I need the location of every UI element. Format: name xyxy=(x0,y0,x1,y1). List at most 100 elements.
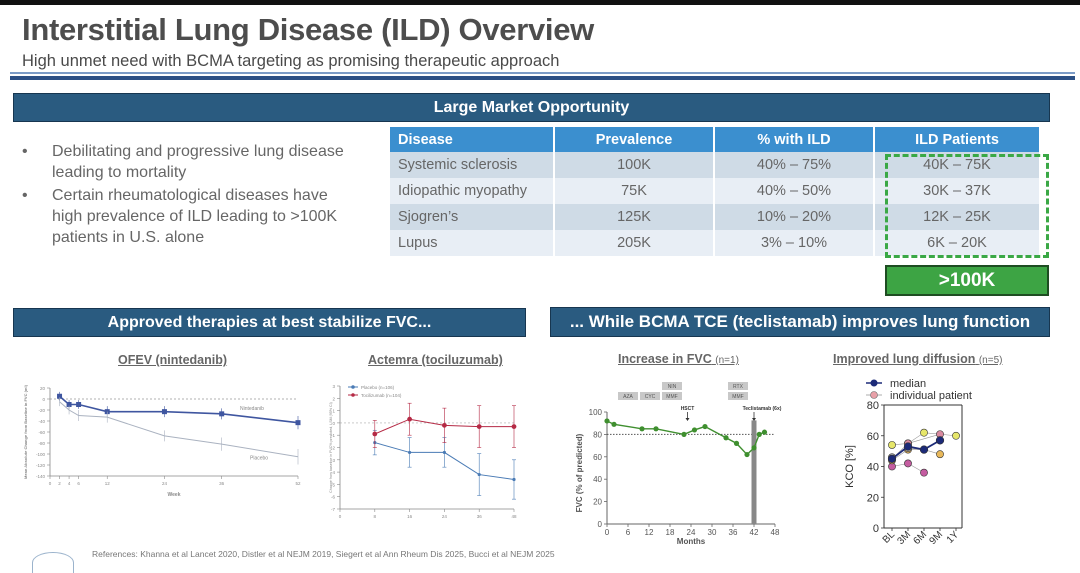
fvc-x-tick-label: 24 xyxy=(687,528,696,537)
actemra-x-tick-label: 48 xyxy=(511,514,517,519)
cell-ild-percent: 3% – 10% xyxy=(714,230,875,256)
fvc-y-tick-label: 100 xyxy=(589,408,603,417)
column-header-disease: Disease xyxy=(390,127,555,152)
cell-ild-percent: 10% – 20% xyxy=(714,204,875,230)
fvc-data-point xyxy=(723,435,729,441)
cell-prevalence: 100K xyxy=(554,152,715,178)
cell-prevalence: 125K xyxy=(554,204,715,230)
ofev-series-label: Placebo xyxy=(250,456,268,462)
fvc-x-tick-label: 30 xyxy=(708,528,717,537)
actemra-data-point xyxy=(511,424,517,429)
ild-patients-total: >100K xyxy=(885,265,1049,296)
fvc-annotation-label: Teclistamab (6x) xyxy=(743,406,782,412)
market-bullets: • Debilitating and progressive lung disea… xyxy=(20,141,360,250)
ofev-y-tick-label: 0 xyxy=(42,397,45,402)
actemra-data-point xyxy=(408,450,412,455)
cell-disease: Lupus xyxy=(390,230,555,256)
ofev-data-point xyxy=(76,402,82,407)
fvc-treatment-box xyxy=(618,392,638,400)
kco-legend-marker-median xyxy=(870,379,878,387)
actemra-data-point xyxy=(476,424,482,429)
actemra-x-tick-label: 24 xyxy=(442,514,448,519)
kco-chart-title-text: Improved lung diffusion xyxy=(833,352,976,366)
actemra-x-tick-label: 8 xyxy=(374,514,377,519)
actemra-data-point xyxy=(512,477,516,482)
fvc-teclistamab-bar xyxy=(751,420,757,524)
kco-median-point xyxy=(903,442,913,451)
actemra-y-tick-label: -2 xyxy=(331,446,335,451)
actemra-y-tick-label: -5 xyxy=(331,482,335,487)
actemra-y-tick-label: 2 xyxy=(332,396,335,401)
ofev-y-tick-label: -100 xyxy=(36,452,46,457)
actemra-y-tick-label: -6 xyxy=(331,495,335,500)
company-logo xyxy=(32,552,74,573)
fvc-data-point xyxy=(761,429,768,435)
fvc-treatment-label: NIN xyxy=(668,384,677,390)
actemra-data-point xyxy=(442,422,447,428)
actemra-data-point xyxy=(477,472,481,477)
ofev-x-tick-label: 36 xyxy=(219,481,225,486)
fvc-series-line xyxy=(606,420,765,456)
ofev-x-label: Week xyxy=(168,492,181,498)
actemra-data-point xyxy=(407,416,412,422)
ofev-data-point xyxy=(57,393,63,399)
kco-y-tick-label: 40 xyxy=(867,462,879,474)
actemra-data-point xyxy=(442,450,446,455)
fvc-treatment-box xyxy=(728,392,748,400)
title-divider-thick xyxy=(10,76,1075,80)
kco-x-tick-label: 1Y xyxy=(945,529,962,546)
bullet-item: • Certain rheumatological diseases have h… xyxy=(20,185,360,248)
bullet-text: Certain rheumatological diseases have hi… xyxy=(52,187,338,246)
kco-patient-point xyxy=(888,441,896,449)
fvc-treatment-box xyxy=(728,382,748,390)
bullet-icon: • xyxy=(22,143,28,160)
bullet-item: • Debilitating and progressive lung disea… xyxy=(20,141,360,183)
column-header-ild-patients: ILD Patients xyxy=(874,127,1041,152)
table-row: Lupus 205K 3% – 10% 6K – 20K xyxy=(390,230,1041,256)
fvc-x-tick-label: 0 xyxy=(605,528,610,537)
fvc-data-point xyxy=(691,427,698,433)
fvc-chart-title-text: Increase in FVC xyxy=(618,352,712,366)
ofev-data-point xyxy=(219,411,225,417)
ofev-x-tick-label: 12 xyxy=(105,481,111,486)
fvc-data-point xyxy=(653,426,659,432)
ofev-y-tick-label: -60 xyxy=(38,430,45,435)
fvc-x-tick-label: 18 xyxy=(666,528,675,537)
bcma-banner: ... While BCMA TCE (teclistamab) improve… xyxy=(550,307,1050,337)
table-row: Sjogren’s 125K 10% – 20% 12K – 25K xyxy=(390,204,1041,230)
kco-y-tick-label: 80 xyxy=(867,400,879,412)
actemra-legend-label: Placebo (n=106) xyxy=(361,385,395,390)
ofev-data-point xyxy=(161,409,167,415)
ofev-y-tick-label: -120 xyxy=(36,463,46,468)
fvc-chart-n: (n=1) xyxy=(715,355,739,366)
ofev-y-tick-label: -80 xyxy=(38,441,45,446)
actemra-chart-title: Actemra (tociluzumab) xyxy=(368,353,503,367)
kco-median-point xyxy=(919,445,929,454)
fvc-treatment-label: MMF xyxy=(732,394,743,400)
ofev-x-tick-label: 2 xyxy=(58,481,61,486)
table-header-row: Disease Prevalence % with ILD ILD Patien… xyxy=(390,127,1041,152)
kco-y-tick-label: 60 xyxy=(867,431,879,443)
fvc-x-label: Months xyxy=(677,537,706,546)
actemra-y-tick-label: 1 xyxy=(332,409,335,414)
kco-y-tick-label: 0 xyxy=(873,523,879,535)
fvc-data-point xyxy=(733,440,740,446)
cell-ild-patients: 6K – 20K xyxy=(874,230,1041,256)
actemra-legend-marker xyxy=(351,385,355,389)
fvc-y-tick-label: 20 xyxy=(593,498,602,507)
actemra-x-tick-label: 16 xyxy=(407,514,413,519)
kco-y-label: KCO [%] xyxy=(844,445,856,488)
cell-ild-percent: 40% – 75% xyxy=(714,152,875,178)
fvc-data-point xyxy=(702,423,708,430)
fvc-treatment-box xyxy=(662,392,682,400)
references: References: Khanna et al Lancet 2020, Di… xyxy=(92,549,555,559)
cell-prevalence: 75K xyxy=(554,178,715,204)
page-subtitle: High unmet need with BCMA targeting as p… xyxy=(22,52,560,70)
market-banner: Large Market Opportunity xyxy=(13,93,1050,122)
fvc-data-point xyxy=(681,431,687,437)
fvc-x-tick-label: 42 xyxy=(750,528,759,537)
kco-patient-point xyxy=(952,431,960,440)
cell-disease: Sjogren’s xyxy=(390,204,555,230)
kco-patient-point xyxy=(904,459,912,468)
fvc-treatment-label: MMF xyxy=(666,394,677,400)
